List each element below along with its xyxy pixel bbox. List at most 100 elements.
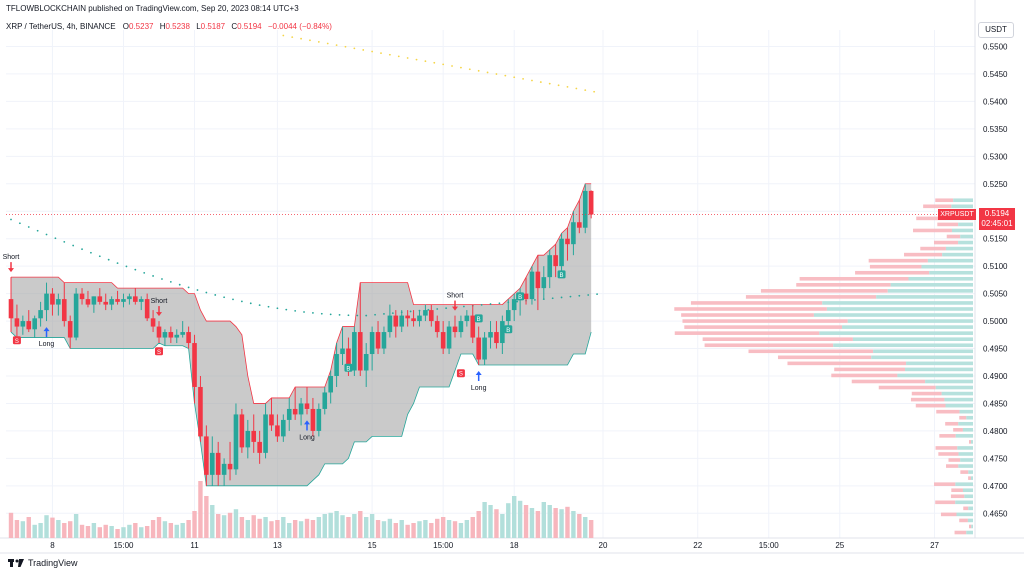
candle-body[interactable] [74, 294, 79, 338]
candle-body[interactable] [246, 431, 251, 447]
candle-body[interactable] [305, 403, 310, 408]
footer-brand[interactable]: TradingView [8, 558, 78, 568]
candle-body[interactable] [376, 332, 381, 348]
candle-body[interactable] [180, 332, 185, 335]
candle-body[interactable] [512, 299, 517, 310]
candle-body[interactable] [553, 255, 558, 266]
candle-body[interactable] [465, 316, 470, 321]
candle-body[interactable] [488, 332, 493, 337]
candle-body[interactable] [115, 299, 120, 302]
candle-body[interactable] [151, 318, 156, 326]
candle-body[interactable] [103, 302, 108, 305]
candle-body[interactable] [281, 420, 286, 436]
candle-body[interactable] [92, 296, 97, 304]
candle-body[interactable] [559, 239, 564, 266]
candle-body[interactable] [394, 316, 399, 327]
candle-body[interactable] [293, 409, 298, 414]
candle-body[interactable] [388, 316, 393, 332]
candle-body[interactable] [216, 453, 221, 475]
candle-body[interactable] [470, 316, 475, 338]
candle-body[interactable] [322, 392, 327, 408]
candle-body[interactable] [435, 321, 440, 332]
candle-body[interactable] [482, 338, 487, 360]
candle-body[interactable] [56, 299, 61, 304]
candle-body[interactable] [234, 414, 239, 469]
candle-body[interactable] [204, 436, 209, 474]
candle-body[interactable] [62, 299, 67, 321]
candle-body[interactable] [263, 414, 268, 452]
candle-body[interactable] [328, 376, 333, 392]
candle-body[interactable] [589, 191, 594, 215]
candle-body[interactable] [500, 321, 505, 343]
candle-body[interactable] [370, 332, 375, 354]
candle-body[interactable] [447, 327, 452, 349]
candle-body[interactable] [269, 414, 274, 425]
candle-body[interactable] [109, 299, 114, 304]
candle-body[interactable] [506, 310, 511, 321]
candle-body[interactable] [583, 191, 588, 228]
candle-body[interactable] [530, 272, 535, 299]
candle-body[interactable] [334, 354, 339, 376]
candle-body[interactable] [121, 299, 126, 302]
candle-body[interactable] [21, 321, 26, 326]
candle-body[interactable] [476, 338, 481, 360]
candle-body[interactable] [157, 327, 162, 338]
candle-body[interactable] [186, 332, 191, 343]
candle-body[interactable] [536, 272, 541, 288]
candle-body[interactable] [222, 464, 227, 475]
candle-body[interactable] [192, 343, 197, 387]
candle-body[interactable] [287, 409, 292, 420]
candle-body[interactable] [423, 310, 428, 315]
candle-body[interactable] [311, 409, 316, 431]
candle-body[interactable] [174, 335, 179, 338]
candle-body[interactable] [198, 387, 203, 436]
candle-body[interactable] [127, 296, 132, 299]
volume-bar [536, 511, 540, 538]
candle-body[interactable] [210, 453, 215, 475]
candle-body[interactable] [38, 310, 43, 318]
candle-body[interactable] [352, 332, 357, 370]
candle-body[interactable] [565, 239, 570, 244]
candle-body[interactable] [133, 296, 138, 301]
candle-body[interactable] [80, 294, 85, 299]
candle-body[interactable] [15, 318, 20, 326]
candle-body[interactable] [494, 332, 499, 343]
candle-body[interactable] [251, 431, 256, 442]
candle-body[interactable] [32, 318, 37, 329]
candle-body[interactable] [411, 318, 416, 321]
candle-body[interactable] [26, 321, 31, 329]
candle-body[interactable] [399, 316, 404, 327]
candle-body[interactable] [68, 321, 73, 337]
candle-body[interactable] [44, 294, 49, 310]
candle-body[interactable] [50, 294, 55, 305]
candle-body[interactable] [169, 332, 174, 337]
candle-body[interactable] [524, 294, 529, 299]
candle-body[interactable] [453, 327, 458, 332]
candle-body[interactable] [139, 299, 144, 302]
candle-body[interactable] [145, 299, 150, 318]
candle-body[interactable] [240, 414, 245, 447]
candle-body[interactable] [86, 299, 91, 304]
candle-body[interactable] [577, 222, 582, 227]
candle-body[interactable] [429, 310, 434, 321]
candle-body[interactable] [98, 296, 103, 301]
candle-body[interactable] [382, 332, 387, 348]
candle-body[interactable] [417, 316, 422, 321]
candle-body[interactable] [459, 321, 464, 332]
candle-body[interactable] [340, 349, 345, 354]
candle-body[interactable] [9, 299, 14, 318]
candle-body[interactable] [547, 255, 552, 277]
candle-body[interactable] [317, 409, 322, 431]
candle-body[interactable] [163, 332, 168, 337]
candle-body[interactable] [275, 425, 280, 436]
candle-body[interactable] [441, 332, 446, 348]
candle-body[interactable] [257, 442, 262, 453]
candle-body[interactable] [571, 222, 576, 244]
candle-body[interactable] [228, 464, 233, 469]
candle-body[interactable] [299, 403, 304, 414]
candle-body[interactable] [358, 332, 363, 370]
candle-body[interactable] [542, 277, 547, 288]
candle-body[interactable] [405, 316, 410, 319]
candle-body[interactable] [364, 354, 369, 370]
